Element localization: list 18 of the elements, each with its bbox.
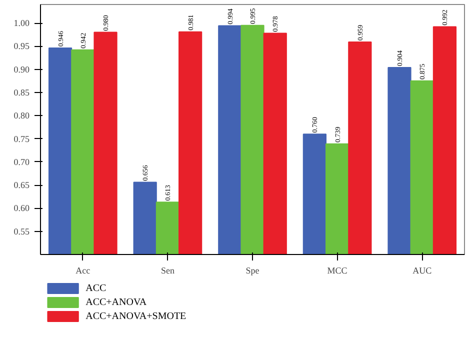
y-tick-label: 0.70 bbox=[14, 156, 30, 167]
y-tick-label: 0.55 bbox=[14, 226, 30, 236]
legend-label: ACC+ANOVA+SMOTE bbox=[86, 311, 186, 322]
y-tick-label: 0.60 bbox=[14, 203, 30, 214]
y-tick-label: 0.65 bbox=[14, 180, 30, 190]
x-tick-label: AUC bbox=[412, 266, 432, 276]
x-tick-label: Acc bbox=[76, 266, 90, 276]
legend-label: ACC bbox=[86, 283, 106, 294]
legend-label: ACC+ANOVA bbox=[86, 297, 148, 308]
y-tick-label: 0.85 bbox=[14, 87, 30, 98]
y-tick-label: 0.80 bbox=[14, 110, 30, 121]
x-tick-label: Sen bbox=[160, 266, 175, 276]
y-tick-label: 1.00 bbox=[14, 18, 30, 28]
x-tick-label: MCC bbox=[327, 266, 348, 276]
y-tick-label: 0.75 bbox=[14, 134, 30, 144]
y-tick-label: 0.90 bbox=[14, 64, 30, 74]
y-tick-label: 0.95 bbox=[14, 41, 30, 52]
x-tick-label: Spe bbox=[246, 266, 260, 276]
